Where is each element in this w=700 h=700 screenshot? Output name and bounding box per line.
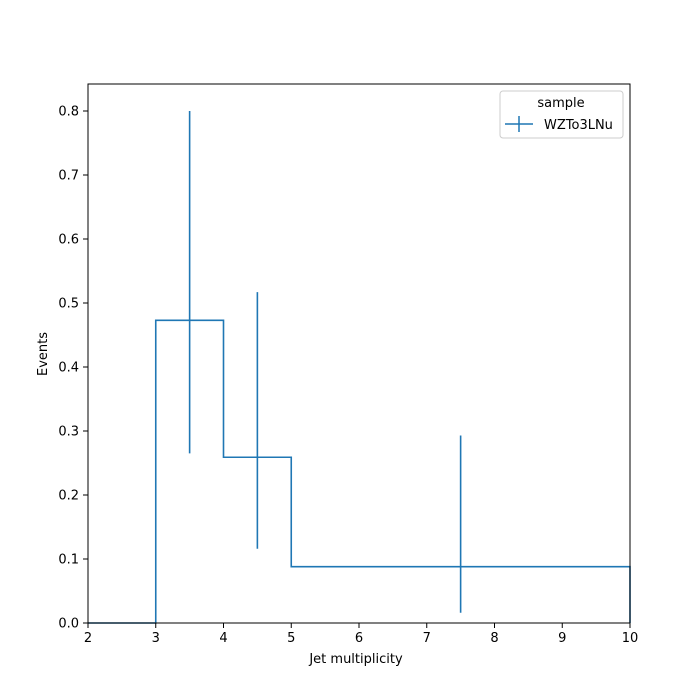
legend: sample WZTo3LNu — [499, 90, 624, 139]
y-axis-label: Events — [36, 332, 51, 376]
legend-title: sample — [537, 96, 584, 111]
y-tick-label-3: 0.3 — [58, 425, 79, 440]
x-axis-label: Jet multiplicity — [308, 652, 403, 667]
series-step-line-0 — [88, 319, 631, 624]
legend-entry-label: WZTo3LNu — [544, 118, 613, 133]
x-tick-label-4: 6 — [355, 631, 363, 646]
y-tick-label-4: 0.4 — [58, 361, 79, 376]
y-tick-label-0: 0.0 — [58, 617, 79, 632]
y-tick-label-5: 0.5 — [58, 297, 79, 312]
x-tick-label-8: 10 — [622, 631, 639, 646]
plot-frame — [87, 83, 631, 624]
x-tick-label-5: 7 — [423, 631, 431, 646]
y-tick-label-1: 0.1 — [58, 553, 79, 568]
y-tick-label-2: 0.2 — [58, 489, 79, 504]
x-axis: 2 3 4 5 6 7 8 9 10 — [84, 623, 638, 646]
x-tick-label-7: 9 — [558, 631, 566, 646]
x-tick-label-2: 4 — [219, 631, 227, 646]
x-tick-label-1: 3 — [152, 631, 160, 646]
y-tick-label-8: 0.8 — [58, 105, 79, 120]
x-tick-label-0: 2 — [84, 631, 92, 646]
y-tick-label-6: 0.6 — [58, 233, 79, 248]
x-tick-label-3: 5 — [287, 631, 295, 646]
y-axis: 0.0 0.1 0.2 0.3 0.4 0.5 0.6 0.7 0.8 — [58, 105, 88, 632]
plot-area — [88, 84, 630, 623]
series-marks — [88, 111, 631, 624]
legend-frame — [499, 90, 624, 139]
x-tick-label-6: 8 — [490, 631, 498, 646]
y-tick-label-7: 0.7 — [58, 169, 79, 184]
